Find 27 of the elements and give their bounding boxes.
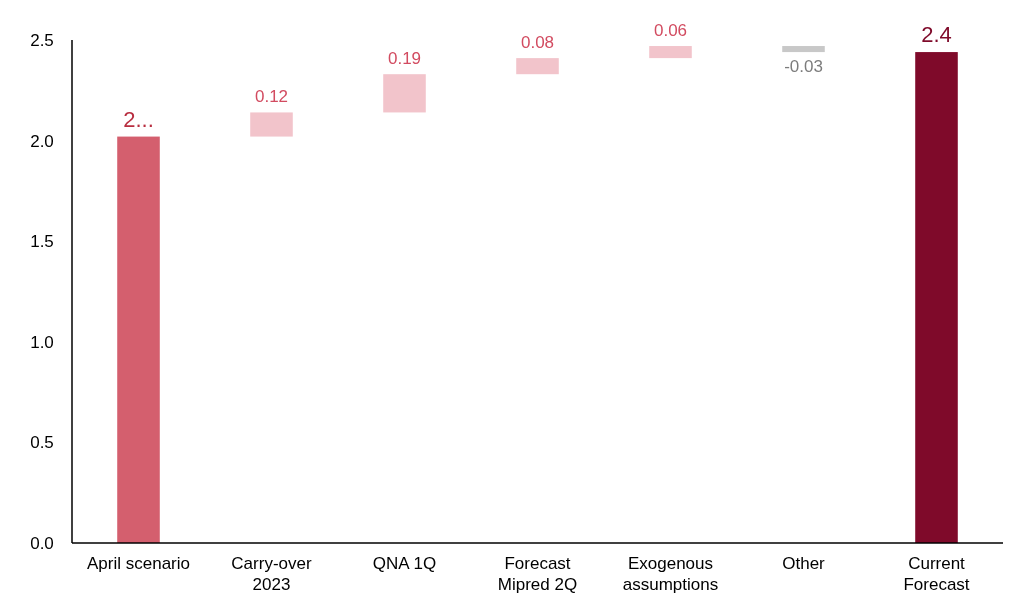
y-tick-label: 2.5 <box>30 30 54 50</box>
bar <box>649 46 692 59</box>
x-tick-label: Forecast Mipred 2Q <box>497 554 578 594</box>
data-label: 2... <box>123 106 154 132</box>
bar <box>383 74 426 113</box>
y-tick-label: 2.0 <box>30 131 54 151</box>
y-tick-label: 1.0 <box>30 332 54 352</box>
data-label: 2.4 <box>921 22 952 48</box>
data-label: 0.08 <box>520 33 555 53</box>
data-label: -0.03 <box>784 57 823 77</box>
x-tick-label: QNA 1Q <box>372 554 437 573</box>
data-label: 0.06 <box>653 21 688 41</box>
y-tick-label: 1.5 <box>30 232 54 252</box>
y-tick-label: 0.0 <box>30 533 54 553</box>
bar <box>782 46 825 53</box>
bar <box>915 52 958 543</box>
data-label: 0.19 <box>387 49 422 69</box>
x-tick-label: Other <box>782 554 826 573</box>
x-tick-label: Exogenous assumptions <box>622 554 719 594</box>
data-label: 0.12 <box>254 87 289 107</box>
y-tick-label: 0.5 <box>30 433 54 453</box>
bar <box>516 58 559 75</box>
x-tick-label: April scenario <box>87 554 190 573</box>
x-tick-label: Current Forecast <box>903 554 970 594</box>
bar <box>250 112 293 137</box>
bar <box>117 136 160 543</box>
x-tick-label: Carry-over 2023 <box>231 554 312 594</box>
